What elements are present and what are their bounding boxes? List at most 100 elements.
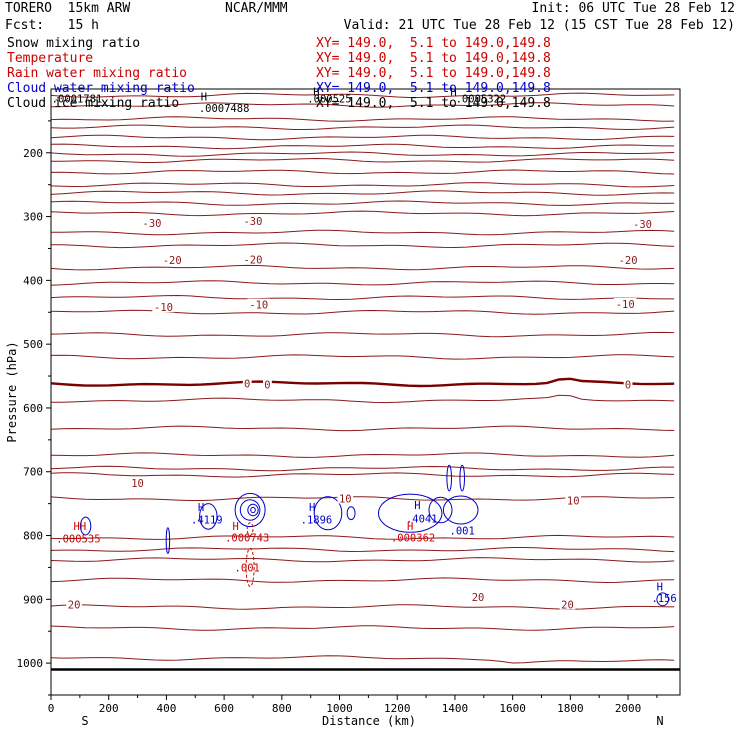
isotherm-label-bg (247, 298, 270, 310)
isotherm-label: -30 (243, 216, 262, 228)
cloud-water-contour (313, 496, 343, 531)
isotherm-line (51, 354, 675, 360)
isotherm-line (51, 157, 675, 163)
cloud-water-contour (199, 503, 218, 530)
isotherm-line (51, 394, 675, 404)
rain-water-label: H (407, 521, 413, 533)
isotherm-label: 0 (264, 379, 270, 391)
x-tick-label: 400 (156, 702, 176, 715)
cloud-water-label: .4041 (406, 513, 438, 525)
isotherm-line (51, 577, 675, 584)
cloud-ice-label: H (201, 92, 207, 104)
y-tick-label: 600 (23, 402, 43, 415)
field-rain-name: Rain water mixing ratio (7, 66, 188, 81)
isotherm-line (51, 264, 675, 271)
rain-water-label: .001 (235, 562, 260, 574)
cloud-water-label: .156 (651, 593, 676, 605)
isotherm-line (51, 534, 675, 540)
x-end-label-south: S (81, 714, 88, 728)
field-temperature-name: Temperature (7, 51, 94, 66)
isotherm-label-bg (613, 297, 637, 309)
isotherm-line (51, 655, 675, 664)
cloud-water-contour (247, 503, 259, 517)
isotherm-label-bg (559, 598, 576, 610)
isotherm-label-bg (160, 253, 184, 265)
field-snow-name: Snow mixing ratio (7, 36, 141, 51)
isotherm-line (51, 229, 675, 236)
isotherm-line (51, 182, 675, 188)
isotherm-line (51, 124, 675, 131)
y-tick-label: 300 (23, 211, 43, 224)
isotherm-line (51, 604, 675, 610)
center-label: NCAR/MMM (225, 1, 288, 16)
cloud-water-contour (442, 495, 479, 525)
x-tick-label: 1400 (442, 702, 469, 715)
isotherm-line (51, 465, 675, 472)
isotherm-line (51, 92, 675, 98)
model-title: TORERO 15km ARW (5, 1, 131, 16)
rain-water-label: .000535 (56, 534, 100, 546)
isotherm-label-bg (241, 215, 265, 227)
rain-water-contour (246, 522, 254, 536)
x-tick-label: 800 (272, 702, 292, 715)
isotherm-line (51, 134, 675, 141)
isotherm-line (51, 294, 675, 301)
isotherm-label: 10 (131, 478, 144, 490)
isotherm-label-bg (241, 253, 265, 265)
plot-frame (50, 88, 681, 696)
cloud-water-label: H (309, 502, 315, 514)
isotherm-label: 20 (68, 599, 81, 611)
isotherm-label: -30 (633, 219, 652, 231)
cloud-water-contour (79, 516, 92, 536)
cloud-water-contour (239, 499, 261, 521)
x-tick-label: 600 (214, 702, 234, 715)
cloud-water-contour (250, 506, 256, 514)
isotherm-line (51, 143, 675, 150)
x-tick-label: 1800 (557, 702, 584, 715)
isotherm-line (51, 169, 675, 175)
x-axis-title: Distance (km) (322, 714, 416, 728)
x-tick-label: 1600 (499, 702, 526, 715)
isotherm-line (51, 557, 675, 563)
isotherm-label: -10 (616, 299, 635, 311)
isotherm-label: 10 (339, 494, 352, 506)
cloud-water-contour (459, 464, 466, 492)
isotherm-label-bg (565, 494, 582, 506)
cloud-water-contour (346, 506, 356, 521)
rain-water-contour (245, 547, 255, 588)
field-cloud-water-xy: XY= 149.0, 5.1 to 149.0,149.8 (316, 81, 551, 96)
y-tick-label: 200 (23, 147, 43, 160)
isotherm-label: -20 (163, 255, 182, 267)
isotherm-line (51, 210, 675, 217)
cloud-water-contour (446, 464, 453, 492)
field-cloud-ice-xy: XY= 149.0, 5.1 to 149.0,149.8 (316, 96, 551, 111)
cloud-ice-label: .0007488 (199, 103, 250, 115)
isotherm-line (51, 547, 675, 553)
isotherm-line (51, 625, 675, 631)
field-cloud-ice-name: Cloud ice mixing ratio (7, 96, 180, 111)
isotherm-label: 20 (472, 592, 485, 604)
cloud-water-contour (165, 527, 171, 554)
isotherm-freezing-line (51, 377, 675, 388)
cloud-ice-label: .000525 (307, 94, 351, 106)
cloud-water-contour (656, 592, 670, 607)
field-rain-xy: XY= 149.0, 5.1 to 149.0,149.8 (316, 66, 551, 81)
cloud-water-label: H (414, 500, 420, 512)
rain-water-label: .000362 (391, 532, 435, 544)
x-tick-label: 2000 (615, 702, 642, 715)
isotherm-label-bg (262, 378, 272, 390)
y-tick-label: 500 (23, 338, 43, 351)
y-tick-label: 1000 (17, 657, 44, 670)
y-tick-label: 700 (23, 466, 43, 479)
field-temperature-xy: XY= 149.0, 5.1 to 149.0,149.8 (316, 51, 551, 66)
y-tick-label: 900 (23, 593, 43, 606)
isotherm-label: -10 (249, 300, 268, 312)
cloud-water-contour (378, 493, 443, 533)
isotherm-line (51, 151, 675, 157)
x-end-label-north: N (656, 714, 663, 728)
isotherm-line (51, 200, 675, 206)
isotherm-label: 10 (567, 495, 580, 507)
cloud-water-label: .001 (450, 525, 475, 537)
isotherm-label-bg (152, 301, 175, 313)
